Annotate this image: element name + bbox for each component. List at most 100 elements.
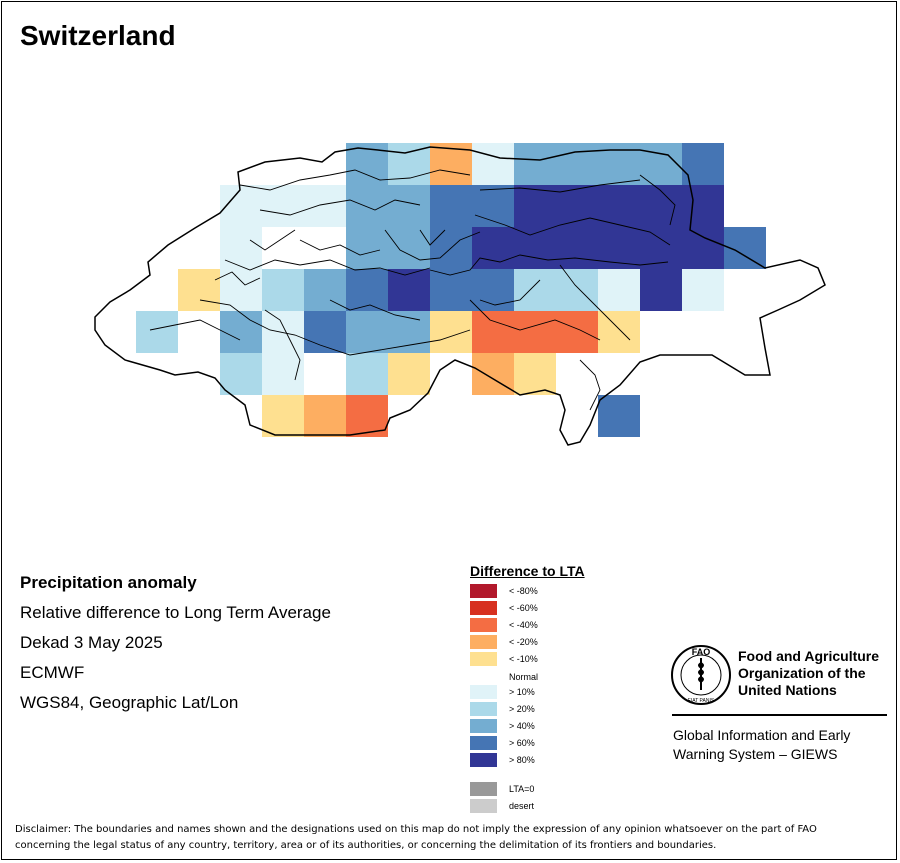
grid-cell xyxy=(682,185,724,227)
grid-cell xyxy=(598,311,640,353)
legend-swatch xyxy=(470,618,497,632)
grid-cell xyxy=(556,311,598,353)
grid-cell xyxy=(598,227,640,269)
grid-cell xyxy=(388,227,430,269)
grid-cell xyxy=(472,185,514,227)
legend-item: > 80% xyxy=(470,753,610,768)
legend-swatch xyxy=(470,601,497,615)
grid-cell xyxy=(682,227,724,269)
grid-cell xyxy=(388,311,430,353)
grid-cell xyxy=(430,185,472,227)
info-period: Dekad 3 May 2025 xyxy=(20,633,163,652)
fao-logo-motto: FIAT PANIS xyxy=(688,698,715,704)
legend-label: > 40% xyxy=(509,721,535,731)
legend-label: > 20% xyxy=(509,704,535,714)
info-projection: WGS84, Geographic Lat/Lon xyxy=(20,693,239,712)
grid-cell xyxy=(220,353,262,395)
legend-swatch xyxy=(470,702,497,716)
legend-swatch xyxy=(470,685,497,699)
grid-cell xyxy=(514,353,556,395)
legend-label: > 60% xyxy=(509,738,535,748)
fao-logo: FAO FIAT PANIS xyxy=(671,645,731,705)
legend-swatch xyxy=(470,584,497,598)
canton-borders xyxy=(149,169,676,411)
grid-cell xyxy=(430,311,472,353)
grid-cell xyxy=(304,311,346,353)
legend-swatch xyxy=(470,782,497,796)
legend-swatch xyxy=(470,635,497,649)
system-name-line2: Warning System – GIEWS xyxy=(673,746,838,762)
grid-cell xyxy=(262,269,304,311)
legend-label: < -10% xyxy=(509,654,538,664)
legend-label: > 80% xyxy=(509,755,535,765)
legend-item: < -10% xyxy=(470,652,610,667)
grid-cell xyxy=(556,185,598,227)
org-name-line2: Organization of the xyxy=(738,665,866,681)
fao-logo-letters: FAO xyxy=(692,647,711,657)
legend-item: > 10% xyxy=(470,685,610,700)
grid-cell xyxy=(514,143,556,185)
grid-cell xyxy=(178,269,220,311)
grid-cell xyxy=(556,227,598,269)
grid-cell xyxy=(430,269,472,311)
grid-cell xyxy=(682,269,724,311)
legend-label: Normal xyxy=(509,672,539,682)
grid-cell xyxy=(346,353,388,395)
legend-swatch xyxy=(470,719,497,733)
grid-cell xyxy=(472,143,514,185)
legend-swatch xyxy=(470,652,497,666)
grid-cell xyxy=(472,227,514,269)
grid-cell xyxy=(598,395,640,437)
legend-label: > 10% xyxy=(509,687,535,697)
grid-cell xyxy=(556,143,598,185)
info-product: Precipitation anomaly xyxy=(20,573,197,592)
legend-item: > 60% xyxy=(470,736,610,751)
legend-item: desert xyxy=(470,799,610,814)
grid-cell xyxy=(304,185,346,227)
grid-cell xyxy=(472,311,514,353)
grid-cell xyxy=(598,185,640,227)
org-name-line1: Food and Agriculture xyxy=(738,648,880,664)
legend-item: < -80% xyxy=(470,584,610,599)
disclaimer: Disclaimer: The boundaries and names sho… xyxy=(15,822,890,854)
legend-label: < -60% xyxy=(509,603,538,613)
legend-label: desert xyxy=(509,801,535,811)
legend-swatch xyxy=(470,799,497,813)
grid-cell xyxy=(388,269,430,311)
legend-item: Normal xyxy=(470,670,610,685)
grid-cell xyxy=(136,311,178,353)
grid-cell xyxy=(640,143,682,185)
grid-cell xyxy=(598,269,640,311)
grid-cell xyxy=(388,353,430,395)
legend-item: < -20% xyxy=(470,635,610,650)
disclaimer-line1: Disclaimer: The boundaries and names sho… xyxy=(15,824,817,835)
legend-swatch xyxy=(470,670,497,684)
legend-item: LTA=0 xyxy=(470,782,610,797)
country-border xyxy=(94,146,826,446)
anomaly-grid xyxy=(136,143,766,437)
grid-cell xyxy=(346,227,388,269)
system-name-line1: Global Information and Early xyxy=(673,727,851,743)
legend-item: > 40% xyxy=(470,719,610,734)
legend-item: < -60% xyxy=(470,601,610,616)
grid-cell xyxy=(262,311,304,353)
grid-cell xyxy=(472,353,514,395)
grid-cell xyxy=(262,185,304,227)
grid-cell xyxy=(514,269,556,311)
legend-label: LTA=0 xyxy=(509,784,535,794)
legend-swatch xyxy=(470,753,497,767)
map-title: Switzerland xyxy=(20,20,176,51)
grid-cell xyxy=(640,269,682,311)
grid-cell xyxy=(346,269,388,311)
legend-item: > 20% xyxy=(470,702,610,717)
organization-name: Food and Agriculture Organization of the… xyxy=(738,648,879,699)
system-name: Global Information and Early Warning Sys… xyxy=(673,726,850,764)
grid-cell xyxy=(514,227,556,269)
grid-cell xyxy=(346,311,388,353)
grid-cell xyxy=(304,395,346,437)
legend-swatch xyxy=(470,736,497,750)
grid-cell xyxy=(220,269,262,311)
grid-cell xyxy=(514,311,556,353)
legend-title: Difference to LTA xyxy=(470,563,585,579)
